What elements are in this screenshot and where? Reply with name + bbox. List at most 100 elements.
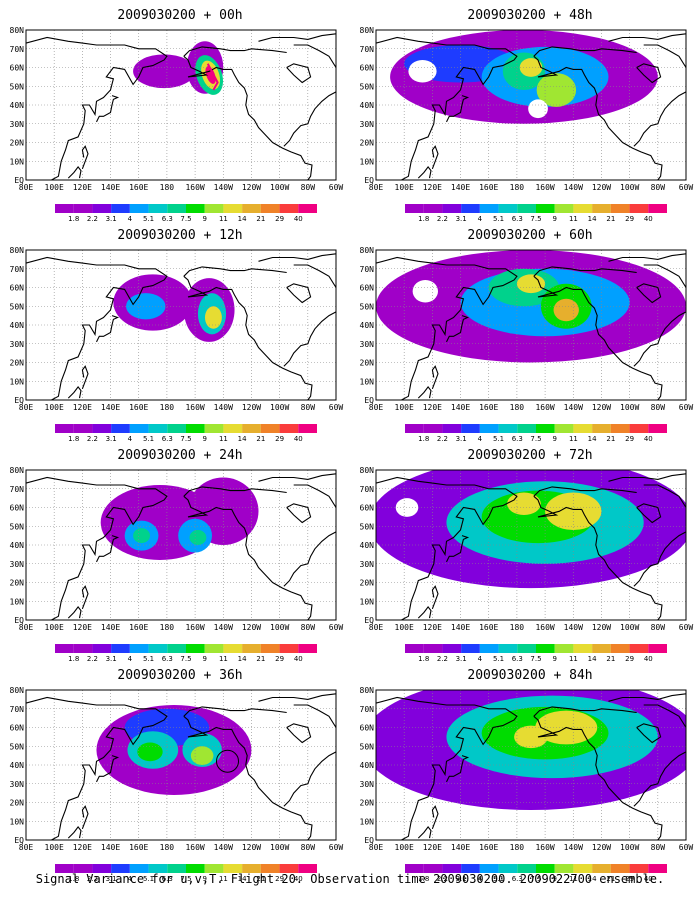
colorbar-swatch — [73, 204, 93, 213]
colorbar-swatch — [55, 864, 74, 873]
colorbar-label: 9 — [552, 435, 556, 443]
colorbar-swatch — [554, 864, 574, 873]
colorbar-swatch — [405, 204, 424, 213]
colorbar-label: 7.5 — [180, 655, 191, 663]
lon-tick-label: 60W — [679, 403, 694, 412]
lat-tick-label: 20N — [10, 579, 25, 588]
lon-tick-label: 80E — [19, 403, 34, 412]
map-panel-24h: 2009030200 + 24h 80N 70N 60N 50N 40N 30N 20N 10N… — [10, 448, 350, 663]
colorbar-swatch — [648, 644, 667, 653]
lat-tick-label: 80N — [360, 246, 375, 255]
colorbar-label: 7.5 — [180, 875, 191, 883]
lon-tick-label: 100E — [45, 623, 64, 632]
colorbar-swatch — [148, 424, 168, 433]
lon-tick-label: 80W — [651, 623, 666, 632]
colorbar-label: 40 — [644, 435, 653, 443]
colorbar: 1.8 2.2 3.1 4 5.1 6.3 7.5 9 11 14 21 29 40 — [55, 864, 317, 883]
colorbar-swatch — [279, 424, 299, 433]
colorbar-label: 21 — [256, 875, 265, 883]
colorbar-label: 4 — [128, 875, 133, 883]
colorbar-swatch — [610, 204, 630, 213]
coastlines — [376, 473, 686, 620]
colorbar-label: 2.2 — [87, 875, 98, 883]
lon-tick-label: 140E — [101, 403, 120, 412]
lat-tick-label: 40N — [360, 321, 375, 330]
colorbar-label: 6.3 — [512, 875, 523, 883]
map-panel-12h: 2009030200 + 12h 80N 70N 60N 50N 40N 30N 20N 10N… — [10, 228, 350, 443]
colorbar-label: 1.8 — [418, 875, 429, 883]
lon-tick-label: 100E — [45, 843, 64, 852]
lat-tick-label: 10N — [10, 817, 25, 826]
colorbar-swatch — [92, 204, 112, 213]
lon-tick-label: 100W — [270, 403, 289, 412]
lon-tick-label: 160W — [535, 403, 554, 412]
lon-tick-label: 120E — [73, 403, 92, 412]
lat-tick-label: 60N — [360, 724, 375, 733]
colorbar-swatch — [111, 644, 130, 653]
lon-tick-label: 80W — [651, 403, 666, 412]
colorbar-swatch — [498, 644, 518, 653]
colorbar-swatch — [479, 204, 499, 213]
map-panel-60h: 2009030200 + 60h 80N 70N 60N 50N 40N 30N 20N 10N… — [360, 228, 700, 443]
colorbar-swatch — [517, 644, 536, 653]
lon-tick-label: 80W — [301, 183, 316, 192]
colorbar-swatch — [629, 864, 649, 873]
lon-tick-label: 160W — [185, 403, 204, 412]
colorbar-swatch — [442, 644, 462, 653]
colorbar-label: 3.1 — [106, 875, 117, 883]
colorbar-swatch — [498, 864, 518, 873]
panel-title: 2009030200 + 12h — [117, 228, 243, 243]
colorbar-swatch — [186, 204, 205, 213]
colorbar-label: 4 — [478, 875, 483, 883]
colorbar-swatch — [536, 644, 555, 653]
lon-tick-label: 180 — [510, 403, 525, 412]
lon-tick-label: 60W — [679, 623, 694, 632]
colorbar-label: 3.1 — [456, 875, 467, 883]
colorbar-label: 3.1 — [456, 435, 467, 443]
colorbar-swatch — [461, 864, 480, 873]
colorbar-label: 40 — [294, 435, 303, 443]
lon-tick-label: 160E — [479, 843, 498, 852]
colorbar-swatch — [148, 864, 168, 873]
colorbar-label: 7.5 — [180, 215, 191, 223]
colorbar-label: 6.3 — [512, 435, 523, 443]
lon-tick-label: 120W — [242, 623, 261, 632]
colorbar-swatch — [629, 204, 649, 213]
lat-tick-label: EQ — [14, 176, 24, 185]
colorbar-swatch — [260, 864, 280, 873]
colorbar: 1.8 2.2 3.1 4 5.1 6.3 7.5 9 11 14 21 29 40 — [55, 644, 317, 663]
lat-tick-label: EQ — [364, 396, 374, 405]
colorbar-label: 3.1 — [106, 435, 117, 443]
colorbar-swatch — [517, 204, 536, 213]
colorbar-label: 2.2 — [437, 215, 448, 223]
colorbar-label: 5.1 — [143, 655, 154, 663]
lon-tick-label: 140E — [451, 403, 470, 412]
colorbar-label: 6.3 — [162, 875, 173, 883]
colorbar-label: 29 — [625, 435, 634, 443]
colorbar-swatch — [554, 204, 574, 213]
lat-tick-label: 70N — [10, 705, 25, 714]
colorbar: 1.8 2.2 3.1 4 5.1 6.3 7.5 9 11 14 21 29 40 — [55, 204, 317, 223]
lat-tick-label: 60N — [360, 284, 375, 293]
lon-tick-label: 80E — [369, 183, 384, 192]
panel-title: 2009030200 + 60h — [467, 228, 593, 243]
lat-tick-label: EQ — [364, 616, 374, 625]
panel-title: 2009030200 + 48h — [467, 8, 593, 23]
lat-tick-label: EQ — [14, 396, 24, 405]
colorbar-label: 29 — [275, 655, 284, 663]
colorbar-label: 1.8 — [418, 435, 429, 443]
lon-tick-label: 140W — [214, 403, 233, 412]
colorbar-label: 40 — [644, 215, 653, 223]
colorbar-label: 1.8 — [68, 655, 79, 663]
lon-tick-label: 140E — [101, 183, 120, 192]
lon-tick-label: 120E — [423, 183, 442, 192]
lat-tick-label: 50N — [10, 82, 25, 91]
colorbar-swatch — [592, 644, 611, 653]
coastlines — [26, 473, 336, 620]
colorbar-label: 3.1 — [456, 655, 467, 663]
colorbar-swatch — [648, 204, 667, 213]
lon-tick-label: 140W — [214, 623, 233, 632]
colorbar-swatch — [242, 644, 261, 653]
colorbar-label: 4 — [128, 215, 133, 223]
lon-tick-label: 80E — [369, 623, 384, 632]
